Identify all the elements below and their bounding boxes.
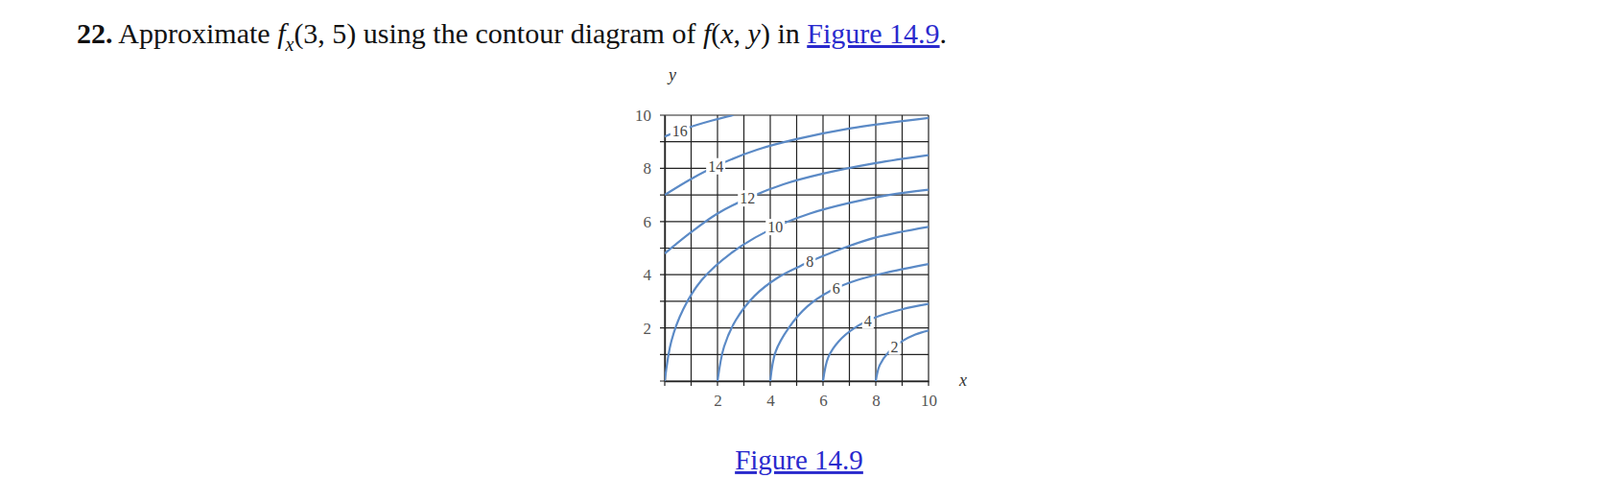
problem-run: x <box>719 17 734 49</box>
grid-line-y <box>659 327 929 329</box>
problem-run: . <box>940 17 948 49</box>
figure-link[interactable]: Figure 14.9 <box>806 17 940 49</box>
grid-line-x <box>874 115 876 386</box>
contour-value: 8 <box>805 253 814 270</box>
problem-text: 22. Approximate fx(3, 5) using the conto… <box>76 17 947 55</box>
label-background <box>862 312 874 330</box>
tick: 2 <box>713 380 723 410</box>
tick-label: 6 <box>643 212 653 232</box>
contour-line <box>770 263 929 381</box>
grid-line-y <box>659 220 929 222</box>
canvas: 22. Approximate fx(3, 5) using the conto… <box>0 0 1600 478</box>
contour-line <box>664 155 929 254</box>
tick-label: 2 <box>643 319 653 338</box>
grid-line-x <box>663 115 665 386</box>
grid-line-x <box>769 115 771 386</box>
problem-run: 22. <box>76 17 114 49</box>
tick-label: 4 <box>766 391 776 410</box>
problem-run: , <box>733 17 749 49</box>
problem-run: Approximate <box>113 17 279 49</box>
contour-label: 2 <box>889 338 901 355</box>
contour-label: 4 <box>862 312 874 330</box>
contour-line <box>664 117 929 195</box>
label-background <box>737 189 757 207</box>
tick: 6 <box>819 380 828 410</box>
problem-run: y <box>745 17 762 49</box>
grid-line-x <box>822 115 824 386</box>
contour-value: 14 <box>707 158 724 175</box>
y-axis: 2 4 6 8 10 <box>635 106 666 382</box>
contours <box>664 115 929 381</box>
tick: 10 <box>920 380 938 410</box>
contour-value: 4 <box>864 312 872 330</box>
tick-label: 10 <box>635 106 652 125</box>
grid-line-x <box>716 115 718 386</box>
tick-label: 2 <box>713 391 723 410</box>
contour-labels: 2 4 6 8 10 12 14 16 <box>670 122 901 355</box>
x-axis: 2 4 6 8 10 <box>665 380 939 410</box>
contour-label: 14 <box>705 158 726 175</box>
label-background <box>765 218 785 236</box>
grid-line-x <box>796 115 798 386</box>
tick-label: 8 <box>871 391 881 410</box>
label-background <box>705 158 726 175</box>
y-axis-label: y <box>666 65 677 85</box>
tick: 8 <box>643 159 666 178</box>
contour-line <box>717 226 929 381</box>
background <box>0 0 1600 478</box>
contour-value: 10 <box>767 218 783 236</box>
problem-run: x <box>283 33 294 55</box>
grid <box>659 115 929 386</box>
tick: 2 <box>643 319 666 338</box>
contour-label: 16 <box>670 122 690 140</box>
grid-line-y <box>659 300 929 302</box>
grid-line-x <box>690 115 692 386</box>
contour-line <box>823 304 929 381</box>
grid-line-y <box>659 141 929 142</box>
tick-label: 4 <box>643 265 653 284</box>
contour-label: 10 <box>765 218 785 236</box>
axis-line <box>664 116 666 382</box>
grid-line-x <box>848 115 850 386</box>
tick: 6 <box>643 212 666 232</box>
tick: 4 <box>643 265 666 284</box>
contour-line <box>875 329 929 381</box>
tick-label: 10 <box>920 391 938 410</box>
grid-line-y <box>659 274 929 276</box>
grid-line-y <box>659 247 929 249</box>
axis-line <box>665 380 930 382</box>
tick: 10 <box>635 106 665 125</box>
problem-run: ) in <box>760 17 807 50</box>
problem-run: (3, 5) using the contour diagram of <box>293 17 704 50</box>
tick-label: 8 <box>643 159 653 178</box>
grid-line-x <box>743 115 745 386</box>
grid-line-y <box>659 379 929 381</box>
label-background <box>889 338 901 355</box>
contour-value: 6 <box>832 280 841 297</box>
grid-line-y <box>659 114 929 116</box>
contour-label: 12 <box>737 189 757 207</box>
tick: 8 <box>871 380 881 410</box>
x-axis-label: x <box>958 370 967 390</box>
tick: 4 <box>766 380 776 410</box>
grid-line-x <box>901 115 903 386</box>
contour-label: 8 <box>803 253 816 270</box>
contour-value: 2 <box>891 338 899 355</box>
label-background <box>830 280 843 297</box>
contour-label: 6 <box>830 280 843 297</box>
grid-line-y <box>659 167 929 169</box>
contour-value: 16 <box>672 122 688 140</box>
contour-line <box>664 189 929 381</box>
figure-caption[interactable]: Figure 14.9 <box>734 444 864 475</box>
tick-label: 6 <box>819 391 828 410</box>
label-background <box>803 253 816 270</box>
problem-run: ( <box>710 17 721 50</box>
label-background <box>670 122 690 140</box>
contour-value: 12 <box>739 189 755 207</box>
